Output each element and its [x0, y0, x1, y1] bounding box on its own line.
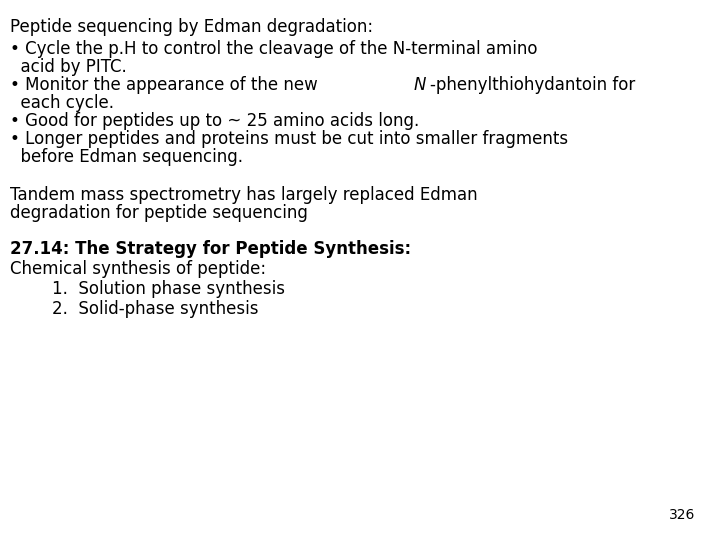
Text: • Good for peptides up to ~ 25 amino acids long.: • Good for peptides up to ~ 25 amino aci… [10, 112, 419, 130]
Text: • Cycle the p.H to control the cleavage of the N-terminal amino: • Cycle the p.H to control the cleavage … [10, 40, 538, 58]
Text: before Edman sequencing.: before Edman sequencing. [10, 148, 243, 166]
Text: 326: 326 [669, 508, 695, 522]
Text: Tandem mass spectrometry has largely replaced Edman: Tandem mass spectrometry has largely rep… [10, 186, 477, 204]
Text: 2.  Solid-phase synthesis: 2. Solid-phase synthesis [10, 300, 258, 318]
Text: • Longer peptides and proteins must be cut into smaller fragments: • Longer peptides and proteins must be c… [10, 130, 568, 148]
Text: acid by PITC.: acid by PITC. [10, 58, 127, 76]
Text: each cycle.: each cycle. [10, 94, 114, 112]
Text: N: N [414, 76, 426, 94]
Text: 1.  Solution phase synthesis: 1. Solution phase synthesis [10, 280, 285, 298]
Text: 27.14: The Strategy for Peptide Synthesis:: 27.14: The Strategy for Peptide Synthesi… [10, 240, 411, 258]
Text: Chemical synthesis of peptide:: Chemical synthesis of peptide: [10, 260, 266, 278]
Text: Peptide sequencing by Edman degradation:: Peptide sequencing by Edman degradation: [10, 18, 373, 36]
Text: -phenylthiohydantoin for: -phenylthiohydantoin for [430, 76, 635, 94]
Text: degradation for peptide sequencing: degradation for peptide sequencing [10, 204, 308, 222]
Text: • Monitor the appearance of the new: • Monitor the appearance of the new [10, 76, 323, 94]
